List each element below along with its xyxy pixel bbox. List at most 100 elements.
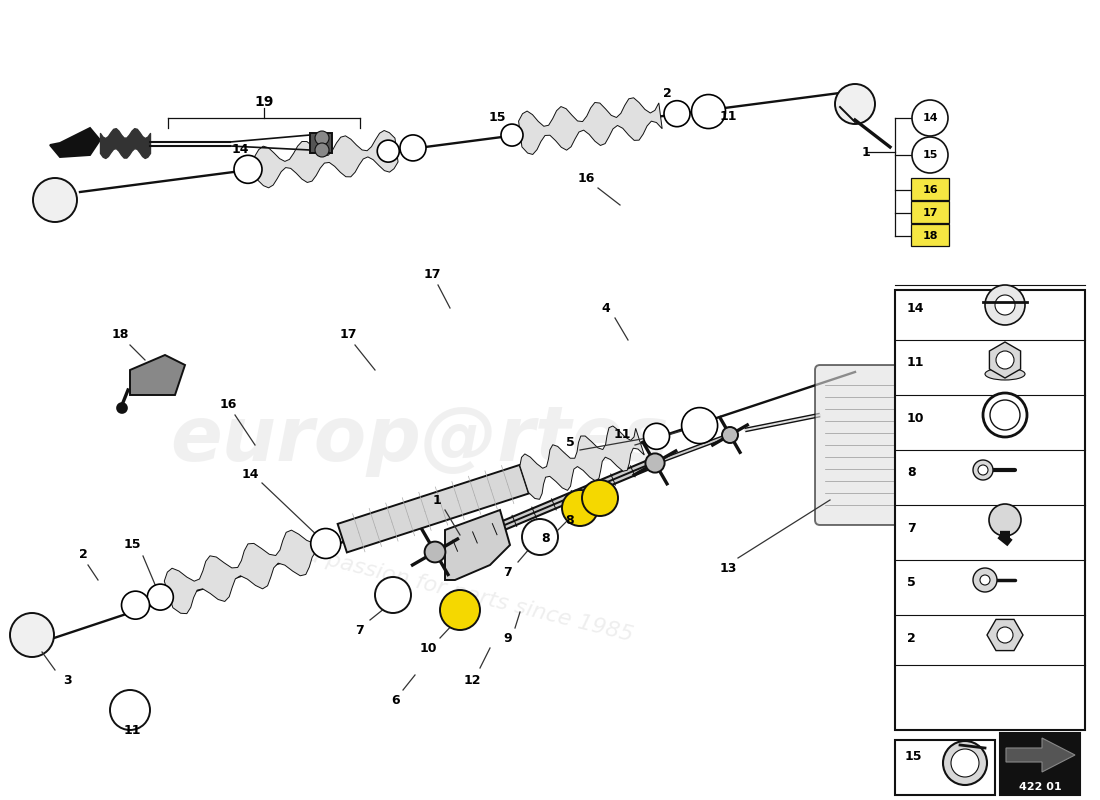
Circle shape (110, 690, 150, 730)
Circle shape (984, 285, 1025, 325)
Text: 18: 18 (111, 329, 129, 342)
Polygon shape (50, 128, 100, 157)
Circle shape (943, 741, 987, 785)
FancyBboxPatch shape (815, 365, 955, 525)
Circle shape (978, 465, 988, 475)
Text: 2: 2 (908, 631, 915, 645)
Text: 8: 8 (565, 514, 574, 526)
Text: 422 01: 422 01 (1019, 782, 1062, 792)
Bar (1000, 733, 1080, 795)
Polygon shape (130, 355, 185, 395)
Circle shape (400, 135, 426, 161)
Text: 2: 2 (78, 549, 87, 562)
Text: 1: 1 (861, 146, 870, 158)
Text: 3: 3 (64, 674, 73, 686)
Circle shape (315, 131, 329, 145)
Text: 7: 7 (908, 522, 915, 534)
Bar (310, 133, 332, 153)
Circle shape (912, 137, 948, 173)
Text: 17: 17 (339, 329, 356, 342)
Text: 11: 11 (719, 110, 737, 123)
Circle shape (375, 577, 411, 613)
Text: 11: 11 (123, 723, 141, 737)
Text: 9: 9 (504, 631, 513, 645)
Text: 7: 7 (504, 566, 513, 578)
Circle shape (10, 613, 54, 657)
Polygon shape (989, 342, 1021, 378)
Circle shape (996, 351, 1014, 369)
Text: 17: 17 (424, 269, 441, 282)
Circle shape (952, 749, 979, 777)
Circle shape (522, 519, 558, 555)
Circle shape (682, 408, 717, 443)
Circle shape (315, 143, 329, 157)
Circle shape (562, 490, 598, 526)
Text: 15: 15 (922, 150, 937, 160)
Text: 15: 15 (905, 750, 923, 762)
Circle shape (644, 423, 670, 450)
Circle shape (33, 178, 77, 222)
Text: 16: 16 (219, 398, 236, 411)
Circle shape (996, 295, 1015, 315)
Circle shape (983, 393, 1027, 437)
Text: 15: 15 (488, 110, 506, 123)
Text: 14: 14 (241, 469, 258, 482)
Text: 17: 17 (922, 208, 937, 218)
Circle shape (582, 480, 618, 516)
Circle shape (425, 542, 446, 562)
Polygon shape (520, 426, 645, 499)
Circle shape (912, 100, 948, 136)
Text: europ@rtes: europ@rtes (170, 403, 669, 477)
Text: 8: 8 (541, 531, 550, 545)
Text: 18: 18 (922, 231, 937, 241)
Text: 19: 19 (254, 95, 274, 109)
Polygon shape (446, 510, 510, 580)
Text: 5: 5 (908, 577, 915, 590)
Circle shape (500, 124, 522, 146)
Text: 13: 13 (719, 562, 737, 574)
Text: 8: 8 (908, 466, 915, 479)
Circle shape (722, 427, 738, 443)
Text: 14: 14 (908, 302, 924, 314)
Text: 16: 16 (578, 171, 595, 185)
Circle shape (974, 460, 993, 480)
Text: 12: 12 (463, 674, 481, 686)
Circle shape (989, 504, 1021, 536)
Circle shape (310, 529, 341, 558)
FancyBboxPatch shape (911, 224, 949, 246)
Polygon shape (255, 130, 398, 188)
Text: 14: 14 (922, 113, 938, 123)
Text: 11: 11 (908, 357, 924, 370)
Text: 6: 6 (392, 694, 400, 706)
Polygon shape (1006, 738, 1075, 772)
Text: a passion for parts since 1985: a passion for parts since 1985 (305, 545, 636, 646)
Text: 15: 15 (123, 538, 141, 551)
Text: 1: 1 (432, 494, 441, 506)
Bar (895, 290, 1085, 730)
Text: 7: 7 (355, 623, 364, 637)
Circle shape (664, 101, 690, 126)
Text: 4: 4 (602, 302, 610, 314)
Circle shape (147, 584, 174, 610)
Text: 10: 10 (908, 411, 924, 425)
Circle shape (646, 454, 664, 473)
Circle shape (835, 84, 874, 124)
FancyBboxPatch shape (911, 201, 949, 223)
Polygon shape (987, 619, 1023, 650)
Circle shape (440, 590, 480, 630)
Circle shape (692, 94, 726, 129)
Text: 5: 5 (565, 435, 574, 449)
Text: 16: 16 (922, 185, 938, 195)
Text: 10: 10 (419, 642, 437, 654)
Circle shape (234, 155, 262, 183)
Text: 14: 14 (231, 143, 249, 156)
Bar (895, 740, 996, 795)
Circle shape (117, 403, 126, 413)
Ellipse shape (984, 368, 1025, 380)
Text: 2: 2 (662, 87, 671, 100)
Circle shape (121, 591, 150, 619)
Polygon shape (164, 530, 330, 614)
Polygon shape (518, 98, 662, 154)
Circle shape (377, 140, 399, 162)
Circle shape (980, 575, 990, 585)
